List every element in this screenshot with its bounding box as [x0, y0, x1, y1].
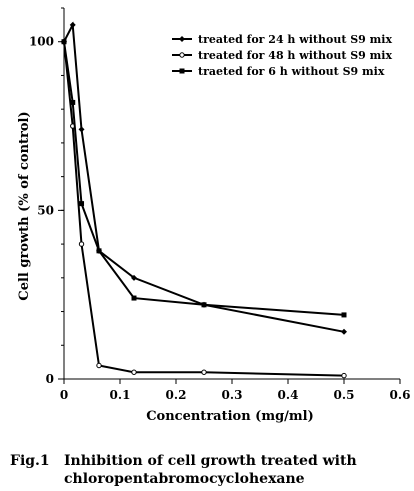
data-point-circle — [201, 369, 207, 375]
legend-label: traeted for 6 h without S9 mix — [198, 65, 385, 78]
series-3 — [61, 39, 347, 318]
caption-line-1: Fig.1 Inhibition of cell growth treated w… — [10, 452, 357, 470]
legend-item-2: treated for 48 h without S9 mix — [172, 49, 392, 62]
y-tick-label: 50 — [37, 203, 54, 217]
x-axis-label: Concentration (mg/ml) — [146, 409, 314, 424]
legend-item-3: traeted for 6 h without S9 mix — [172, 65, 385, 78]
series-line — [63, 41, 345, 377]
y-axis-label: Cell growth (% of control) — [17, 111, 32, 300]
data-point-circle — [341, 372, 347, 379]
y-tick-label: 0 — [46, 372, 54, 386]
data-point-square — [79, 201, 85, 207]
caption-text-line-2: chloropentabromocyclohexane — [64, 471, 305, 487]
series-line — [63, 41, 345, 316]
data-point-diamond — [341, 328, 347, 335]
data-point-diamond — [131, 274, 137, 281]
data-series — [61, 21, 347, 379]
data-point-square — [201, 302, 207, 308]
x-tick-label: 0.1 — [110, 388, 131, 402]
data-point-circle — [78, 241, 85, 247]
x-tick-label: 0.5 — [334, 388, 355, 402]
legend-label: treated for 24 h without S9 mix — [198, 33, 392, 46]
x-tick-label: 0.2 — [166, 388, 187, 402]
data-point-square — [341, 312, 347, 318]
data-point-square — [96, 248, 102, 254]
caption-text-line-1: Inhibition of cell growth treated with — [64, 453, 357, 469]
x-tick-label: 0.6 — [390, 388, 411, 402]
figure-caption: Fig.1 Inhibition of cell growth treated w… — [10, 452, 357, 488]
data-point-diamond — [78, 126, 85, 133]
line-chart: 0 50 100 0 0.1 0.2 0.3 0.4 0.5 0.6 treated for 24… — [17, 7, 411, 424]
x-tick-label: 0.4 — [278, 388, 299, 402]
data-point-circle — [131, 369, 137, 375]
data-point-circle — [96, 362, 102, 369]
data-point-square — [131, 295, 137, 301]
data-point-square — [70, 99, 76, 105]
plot-axes: 0 50 100 0 0.1 0.2 0.3 0.4 0.5 0.6 — [29, 7, 411, 402]
data-point-circle — [179, 52, 185, 58]
legend-item-1: treated for 24 h without S9 mix — [172, 33, 392, 46]
data-point-square — [61, 39, 67, 45]
data-point-diamond — [179, 36, 185, 42]
x-tick-label: 0.3 — [222, 388, 243, 402]
x-tick-label: 0 — [60, 388, 68, 402]
series-2 — [61, 39, 347, 379]
figure-number: Fig.1 — [10, 453, 50, 469]
legend-label: treated for 48 h without S9 mix — [198, 49, 392, 62]
data-point-square — [179, 68, 185, 74]
y-tick-label: 100 — [29, 35, 54, 49]
chart-legend: treated for 24 h without S9 mix treated f… — [172, 33, 392, 78]
data-point-diamond — [69, 21, 76, 28]
